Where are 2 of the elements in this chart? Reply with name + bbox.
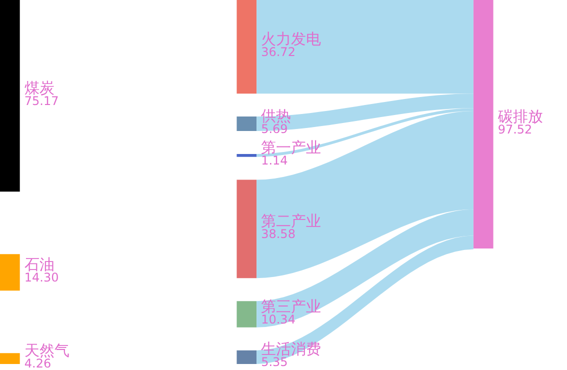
data-label: 1.14 (261, 153, 288, 168)
category-label: 煤炭 (24, 78, 54, 97)
